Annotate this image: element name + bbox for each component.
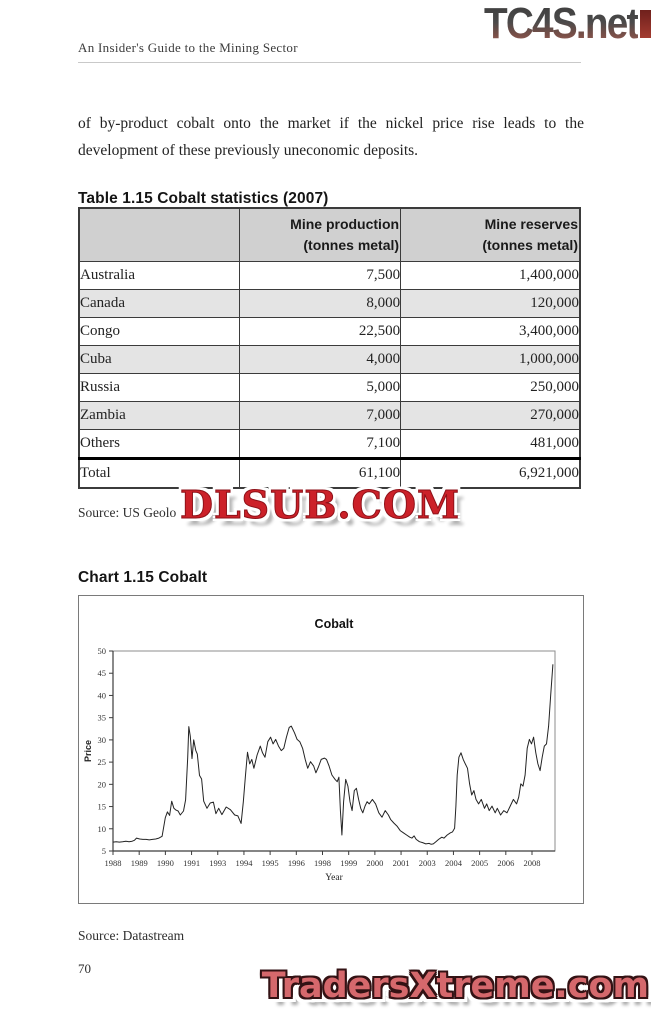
y-tick-label: 45 (98, 668, 107, 678)
country-cell: Russia (78, 373, 241, 402)
chart-source: Source: Datastream (78, 928, 185, 943)
production-cell: 4,000 (239, 345, 402, 374)
table-row: Congo 22,500 3,400,000 (78, 317, 581, 346)
cobalt-price-chart: 5 10 15 20 25 30 35 40 45 50 1988 1989 1990 1991 1993 1… (78, 595, 584, 904)
x-tick-label: 1996 (288, 858, 305, 868)
production-cell: 7,100 (239, 429, 402, 459)
y-tick-label: 10 (98, 824, 107, 834)
chart-heading: Chart 1.15 Cobalt (78, 568, 208, 586)
table-row: Cuba 4,000 1,000,000 (78, 345, 581, 374)
reserves-cell: 1,000,000 (400, 345, 581, 374)
running-header: An Insider's Guide to the Mining Sector (78, 40, 298, 55)
reserves-cell: 250,000 (400, 373, 581, 402)
y-tick-label: 40 (98, 690, 107, 700)
y-tick-label: 15 (98, 802, 107, 812)
price-line (112, 664, 554, 845)
x-tick-label: 1988 (105, 858, 122, 868)
page-number: 70 (78, 961, 91, 976)
x-tick-label: 1991 (183, 858, 200, 868)
table-row: Others 7,100 481,000 (78, 429, 581, 459)
country-cell: Congo (78, 317, 241, 346)
x-tick-label: 2006 (497, 858, 514, 868)
table-header-row: Mine production (tonnes metal) Mine rese… (78, 207, 581, 262)
x-tick-label: 2001 (393, 858, 410, 868)
y-tick-label: 25 (98, 757, 107, 767)
header-cell-production: Mine production (tonnes metal) (239, 207, 402, 262)
country-cell: Australia (78, 261, 241, 290)
country-cell: Canada (78, 289, 241, 318)
production-cell: 8,000 (239, 289, 402, 318)
x-tick-label: 2008 (524, 858, 541, 868)
header-cell-blank (78, 207, 241, 262)
chart-title: Cobalt (315, 617, 355, 631)
country-cell: Cuba (78, 345, 241, 374)
x-tick-label: 1999 (340, 858, 357, 868)
total-label-cell: Total (78, 457, 241, 489)
reserves-cell: 3,400,000 (400, 317, 581, 346)
x-tick-label: 2005 (471, 858, 488, 868)
reserves-cell: 270,000 (400, 401, 581, 430)
y-tick-label: 35 (98, 713, 107, 723)
header-cell-reserves: Mine reserves (tonnes metal) (400, 207, 581, 262)
y-tick-label: 50 (98, 646, 107, 656)
logo-text: TC4S.net (484, 0, 639, 48)
dlsub-watermark: DLSUB.COM (179, 482, 461, 528)
reserves-cell: 120,000 (400, 289, 581, 318)
total-production-cell: 61,100 (239, 457, 402, 489)
table-total-row: Total 61,100 6,921,000 (78, 457, 581, 489)
cobalt-statistics-table: Mine production (tonnes metal) Mine rese… (78, 207, 581, 489)
x-tick-label: 1993 (209, 858, 226, 868)
header-rule (78, 62, 581, 63)
x-tick-label: 1994 (235, 858, 253, 868)
y-tick-label: 20 (98, 779, 107, 789)
plot-frame (112, 650, 556, 852)
reserves-cell: 481,000 (400, 429, 581, 459)
reserves-cell: 1,400,000 (400, 261, 581, 290)
x-tick-label: 1989 (131, 858, 148, 868)
x-tick-label: 2000 (366, 858, 383, 868)
table-source: Source: US Geolo (78, 505, 177, 520)
table-title: Table 1.15 Cobalt statistics (2007) (78, 189, 329, 207)
y-axis-label: Price (83, 740, 93, 762)
total-reserves-cell: 6,921,000 (400, 457, 581, 489)
logo-accent-bar (640, 10, 651, 38)
production-cell: 7,000 (239, 401, 402, 430)
x-tick-label: 1995 (262, 858, 279, 868)
x-axis-label: Year (325, 873, 343, 883)
cobalt-price-chart-svg: 5 10 15 20 25 30 35 40 45 50 1988 1989 1990 1991 1993 1… (83, 617, 556, 883)
country-cell: Zambia (78, 401, 241, 430)
x-tick-label: 1990 (157, 858, 174, 868)
table-row: Australia 7,500 1,400,000 (78, 261, 581, 290)
country-cell: Others (78, 429, 241, 459)
production-cell: 22,500 (239, 317, 402, 346)
x-tick-label: 2004 (445, 858, 463, 868)
tradersxtreme-watermark: TradersXtreme.com (261, 966, 649, 1006)
x-tick-label: 2003 (419, 858, 436, 868)
table-row: Canada 8,000 120,000 (78, 289, 581, 318)
y-tick-label: 5 (102, 846, 106, 856)
body-paragraph: of by-product cobalt onto the market if … (78, 114, 584, 159)
y-tick-label: 30 (98, 735, 107, 745)
x-tick-label: 1998 (314, 858, 331, 868)
site-logo: TC4S.net (463, 0, 651, 48)
production-cell: 7,500 (239, 261, 402, 290)
table-row: Zambia 7,000 270,000 (78, 401, 581, 430)
table-row: Russia 5,000 250,000 (78, 373, 581, 402)
production-cell: 5,000 (239, 373, 402, 402)
